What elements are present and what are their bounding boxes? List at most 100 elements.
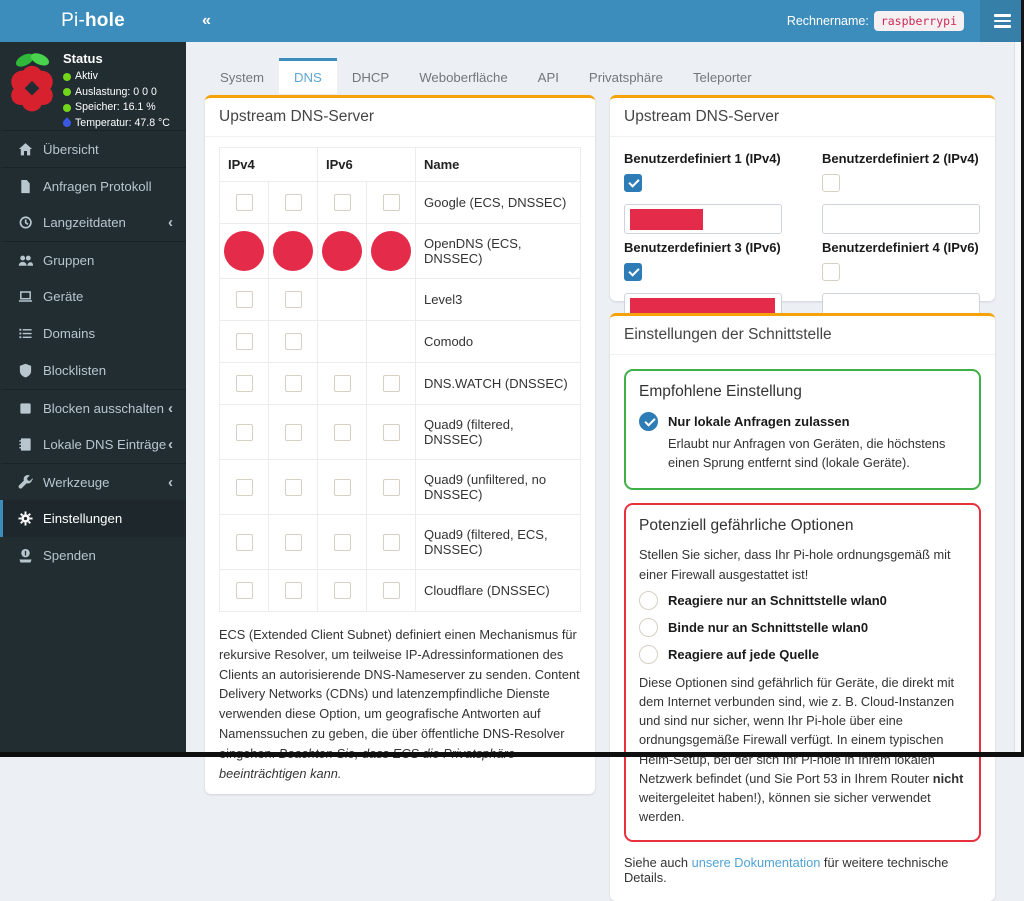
history-icon bbox=[18, 215, 33, 230]
app-title-suffix: hole bbox=[84, 10, 125, 31]
sidebar-item[interactable]: Domains ‹ bbox=[0, 315, 186, 352]
firewall-warning: Stellen Sie sicher, dass Ihr Pi-hole ord… bbox=[639, 547, 951, 582]
upstream-ipv4-checkbox-2[interactable] bbox=[284, 533, 302, 551]
upstream-ipv4-checkbox-1[interactable] bbox=[235, 291, 253, 308]
upstream-ipv6-checkbox-1[interactable] bbox=[333, 423, 351, 441]
custom-dns-checkbox[interactable] bbox=[624, 174, 642, 192]
menu-toggle-button[interactable] bbox=[980, 0, 1024, 42]
sidebar-item[interactable]: Einstellungen ‹ bbox=[0, 500, 186, 537]
upstream-ipv4-checkbox-1[interactable] bbox=[235, 423, 253, 441]
dangerous-option: Binde nur an Schnittstelle wlan0 bbox=[639, 617, 966, 638]
local-only-radio[interactable] bbox=[639, 412, 658, 431]
listening-option-radio[interactable] bbox=[639, 590, 658, 610]
upstream-server-name: OpenDNS (ECS, DNSSEC) bbox=[415, 223, 581, 279]
sidebar-item[interactable]: Blocken ausschalten ‹ bbox=[0, 389, 186, 426]
upstream-ipv4-checkbox-1[interactable] bbox=[235, 194, 253, 211]
upstream-ipv6-checkbox-1[interactable] bbox=[333, 194, 351, 211]
card-body: Empfohlene Einstellung Nur lokale Anfrag… bbox=[610, 355, 995, 901]
status-column: Status Aktiv Auslastung: 0 0 0 bbox=[61, 49, 170, 129]
upstream-server-row: Google (ECS, DNSSEC) bbox=[219, 181, 581, 224]
settings-tab[interactable]: System bbox=[220, 70, 264, 85]
upstream-ipv4-checkbox-2[interactable] bbox=[284, 478, 302, 496]
sidebar-item-label: Blocken ausschalten bbox=[43, 400, 164, 416]
settings-tab[interactable]: Teleporter bbox=[692, 70, 752, 85]
recommended-settings-box: Empfohlene Einstellung Nur lokale Anfrag… bbox=[624, 369, 981, 491]
settings-tab[interactable]: DNS bbox=[278, 58, 337, 94]
custom-dns-input[interactable] bbox=[624, 204, 782, 234]
sidebar-item[interactable]: Blocklisten ‹ bbox=[0, 352, 186, 389]
upstream-ipv6-checkbox-1[interactable] bbox=[333, 478, 351, 496]
sidebar-item[interactable]: Spenden ‹ bbox=[0, 537, 186, 574]
status-item-label: Aktiv bbox=[75, 70, 98, 82]
upstream-ipv4-checkbox-2[interactable] bbox=[284, 291, 302, 308]
sidebar-item[interactable]: Anfragen Protokoll ‹ bbox=[0, 167, 186, 204]
dangerous-options-list: Reagiere nur an Schnittstelle wlan0 Bind… bbox=[639, 590, 966, 665]
sidebar-item[interactable]: Lokale DNS Einträge ‹ bbox=[0, 426, 186, 463]
custom-dns-checkbox[interactable] bbox=[624, 263, 642, 281]
status-item: Aktiv bbox=[63, 69, 170, 85]
sidebar-item-label: Geräte bbox=[43, 289, 84, 304]
sidebar-item[interactable]: Werkzeuge ‹ bbox=[0, 463, 186, 500]
upstream-ipv6-checkbox-1[interactable] bbox=[333, 375, 351, 392]
custom-dns-input[interactable] bbox=[822, 204, 980, 234]
upstream-ipv6-checkbox-2[interactable] bbox=[371, 231, 411, 271]
sidebar-item[interactable]: Geräte ‹ bbox=[0, 278, 186, 315]
custom-dns-checkbox[interactable] bbox=[822, 263, 840, 281]
listening-option-radio[interactable] bbox=[639, 617, 658, 637]
listening-option-label: Binde nur an Schnittstelle wlan0 bbox=[668, 619, 869, 635]
custom-dns-checkbox[interactable] bbox=[822, 174, 840, 192]
upstream-ipv6-checkbox-2[interactable] bbox=[382, 478, 400, 496]
upstream-ipv6-checkbox-2[interactable] bbox=[382, 533, 400, 551]
sidebar-collapse-button[interactable]: « bbox=[202, 12, 211, 29]
card-title: Einstellungen der Schnittstelle bbox=[610, 316, 995, 355]
settings-tab[interactable]: DHCP bbox=[351, 70, 390, 85]
upstream-ipv4-checkbox-1[interactable] bbox=[235, 375, 253, 392]
upstream-server-row: Cloudflare (DNSSEC) bbox=[219, 569, 581, 612]
upstream-server-row: Quad9 (filtered, DNSSEC) bbox=[219, 404, 581, 460]
upstream-ipv4-checkbox-2[interactable] bbox=[284, 333, 302, 350]
settings-tab[interactable]: Weboberfläche bbox=[419, 70, 508, 85]
main-content: System DNS DHCP Weboberfläche API Privat… bbox=[186, 42, 1024, 901]
settings-tab[interactable]: Privatsphäre bbox=[588, 70, 663, 85]
upstream-ipv6-checkbox-2[interactable] bbox=[382, 194, 400, 211]
load-dot-icon bbox=[63, 88, 71, 97]
upstream-ipv4-checkbox-1[interactable] bbox=[235, 582, 253, 599]
upstream-ipv6-checkbox-1[interactable] bbox=[333, 582, 351, 599]
app-logo: Pi-hole bbox=[0, 0, 186, 42]
documentation-link[interactable]: unsere Dokumentation bbox=[691, 855, 821, 871]
sidebar-item[interactable]: Langzeitdaten ‹ bbox=[0, 204, 186, 241]
upstream-ipv4-checkbox-2[interactable] bbox=[284, 375, 302, 392]
upstream-ipv4-checkbox-1[interactable] bbox=[235, 533, 253, 551]
app-title-prefix: Pi- bbox=[61, 10, 85, 31]
dangerous-options-box: Potenziell gefährliche Optionen Stellen … bbox=[624, 503, 981, 843]
upstream-ipv6-checkbox-2[interactable] bbox=[382, 423, 400, 441]
listening-option-radio[interactable] bbox=[639, 644, 658, 664]
sidebar-item-label: Spenden bbox=[43, 548, 96, 563]
pihole-raspberry-logo bbox=[11, 53, 53, 112]
sidebar-item-label: Übersicht bbox=[43, 141, 99, 157]
upstream-server-row: Comodo bbox=[219, 320, 581, 363]
status-item: Speicher: 16.1 % bbox=[63, 100, 170, 116]
upstream-ipv4-checkbox-1[interactable] bbox=[235, 333, 253, 350]
upstream-ipv4-checkbox-1[interactable] bbox=[224, 231, 264, 271]
upstream-ipv4-checkbox-2[interactable] bbox=[284, 582, 302, 599]
blocklists-shield-icon bbox=[18, 363, 33, 378]
local-dns-book-icon bbox=[18, 437, 33, 452]
upstream-ipv6-checkbox-2[interactable] bbox=[382, 375, 400, 392]
sidebar-item[interactable]: Gruppen ‹ bbox=[0, 241, 186, 278]
upstream-ipv6-checkbox-1[interactable] bbox=[333, 533, 351, 551]
upstream-ipv4-checkbox-2[interactable] bbox=[284, 194, 302, 211]
query-log-icon bbox=[18, 179, 33, 194]
upstream-ipv6-checkbox-1[interactable] bbox=[322, 231, 362, 271]
upstream-ipv4-checkbox-2[interactable] bbox=[284, 423, 302, 441]
sidebar-item[interactable]: Übersicht ‹ bbox=[0, 130, 186, 167]
dangerous-heading: Potenziell gefährliche Optionen bbox=[639, 517, 854, 535]
upstream-server-name: Quad9 (filtered, ECS, DNSSEC) bbox=[415, 514, 581, 570]
settings-tab[interactable]: API bbox=[537, 70, 559, 85]
upstream-ipv4-checkbox-1[interactable] bbox=[235, 478, 253, 496]
upstream-ipv6-checkbox-2[interactable] bbox=[382, 582, 400, 599]
vertical-scrollbar[interactable] bbox=[1014, 42, 1021, 752]
upstream-server-name: Google (ECS, DNSSEC) bbox=[415, 181, 581, 224]
upstream-ipv4-checkbox-2[interactable] bbox=[273, 231, 313, 271]
sidebar-item-label: Werkzeuge bbox=[43, 474, 110, 490]
